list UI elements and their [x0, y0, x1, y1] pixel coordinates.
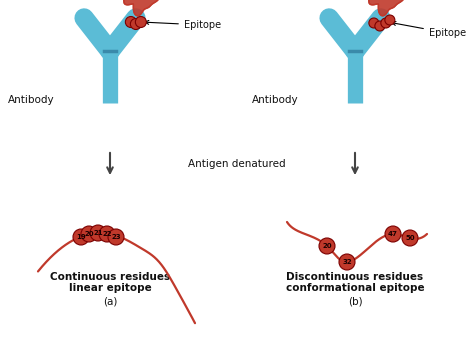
- Text: 19: 19: [76, 234, 86, 240]
- Text: (a): (a): [103, 296, 117, 306]
- Polygon shape: [365, 0, 404, 16]
- Circle shape: [369, 18, 379, 28]
- Circle shape: [385, 226, 401, 242]
- Text: (b): (b): [348, 296, 362, 306]
- Text: Epitope: Epitope: [392, 21, 466, 38]
- Circle shape: [339, 254, 355, 270]
- Text: 50: 50: [405, 235, 415, 241]
- Text: Antigen denatured: Antigen denatured: [188, 159, 286, 169]
- Text: 22: 22: [102, 231, 112, 237]
- Text: Antibody: Antibody: [8, 95, 55, 105]
- Circle shape: [99, 226, 115, 242]
- Text: Continuous residues: Continuous residues: [50, 272, 170, 282]
- Polygon shape: [119, 0, 159, 16]
- Text: Antibody: Antibody: [252, 95, 299, 105]
- Circle shape: [402, 230, 418, 246]
- Circle shape: [381, 18, 391, 28]
- Text: Epitope: Epitope: [145, 20, 221, 30]
- Circle shape: [73, 229, 89, 245]
- Circle shape: [125, 16, 137, 27]
- Text: 23: 23: [111, 234, 121, 240]
- Text: conformational epitope: conformational epitope: [286, 283, 424, 293]
- Circle shape: [385, 15, 395, 25]
- Circle shape: [90, 225, 106, 241]
- Circle shape: [81, 226, 97, 242]
- Circle shape: [319, 238, 335, 254]
- Circle shape: [375, 21, 385, 31]
- Text: linear epitope: linear epitope: [69, 283, 151, 293]
- Text: 47: 47: [388, 231, 398, 237]
- Circle shape: [108, 229, 124, 245]
- Text: Discontinuous residues: Discontinuous residues: [286, 272, 424, 282]
- Text: 20: 20: [322, 243, 332, 249]
- Text: 21: 21: [93, 230, 103, 236]
- Text: 20: 20: [84, 231, 94, 237]
- Circle shape: [130, 19, 141, 30]
- Circle shape: [136, 16, 146, 27]
- Text: 32: 32: [342, 259, 352, 265]
